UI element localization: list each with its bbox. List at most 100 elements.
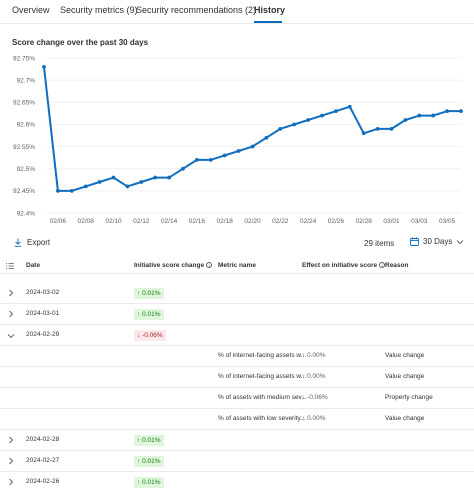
time-range-selector[interactable]: 30 Days (410, 237, 453, 247)
column-header-reason[interactable]: Reason (385, 262, 409, 269)
column-header-initiative-score-change[interactable]: Initiative score change i (134, 262, 213, 269)
metric-detail-row[interactable]: % of internet-facing assets w... ↑ 0.00%… (0, 367, 474, 388)
x-tick-label: 03/03 (411, 218, 428, 225)
time-range-label: 30 Days (423, 237, 453, 246)
data-point (97, 180, 102, 184)
column-header-metric-name[interactable]: Metric name (218, 262, 256, 269)
reason: Value change (385, 415, 425, 422)
metric-detail-row[interactable]: % of internet-facing assets w... ↑ 0.00%… (0, 346, 474, 367)
items-count: 29 items (364, 239, 395, 248)
data-point (417, 113, 422, 118)
effect-value: ↑ 0.00% (302, 373, 326, 380)
data-point (459, 109, 463, 114)
arrow-up-icon: ↑ (137, 458, 143, 465)
export-button[interactable]: Export (14, 238, 50, 248)
row-date: 2024-02-29 (26, 331, 60, 338)
data-point (153, 175, 158, 180)
tab-security-recommendations[interactable]: Security recommendations (2) (136, 5, 257, 15)
tab-bar: Overview Security metrics (9) Security r… (0, 0, 474, 24)
data-point (347, 104, 352, 109)
data-point (181, 166, 185, 171)
x-tick-label: 02/28 (356, 218, 373, 225)
column-header-effect[interactable]: Effect on initiative score i (302, 262, 386, 269)
data-point (42, 64, 46, 69)
calendar-icon (410, 237, 419, 247)
data-point (111, 175, 116, 180)
column-header-date[interactable]: Date (26, 262, 41, 269)
data-point (69, 188, 74, 193)
info-icon[interactable]: i (379, 262, 386, 268)
arrow-up-icon: ↑ (302, 415, 308, 422)
y-tick-label: 92.6% (17, 122, 36, 129)
y-tick-label: 92.65% (13, 100, 35, 107)
info-icon[interactable]: i (206, 262, 213, 268)
chevron-right-icon[interactable] (8, 478, 14, 486)
list-icon[interactable] (6, 263, 14, 269)
arrow-up-icon: ↑ (302, 373, 308, 380)
chevron-right-icon[interactable] (8, 289, 14, 297)
data-point (389, 126, 394, 131)
score-change-value: 0.01% (142, 437, 161, 444)
x-tick-label: 02/14 (161, 218, 178, 225)
tab-overview[interactable]: Overview (12, 5, 50, 15)
score-change-value: 0.01% (142, 458, 161, 465)
data-point (125, 184, 130, 189)
data-point (208, 157, 213, 162)
score-change-badge: ↑ 0.01% (134, 477, 164, 488)
reason: Value change (385, 373, 425, 380)
arrow-down-icon: ↓ (302, 394, 308, 401)
arrow-up-icon: ↑ (137, 290, 143, 297)
data-point (334, 109, 338, 114)
data-point (320, 113, 324, 118)
table-row-expanded[interactable]: 2024-02-29 ↓ -0.06% (0, 325, 474, 346)
table-row[interactable]: 2024-03-02 ↑ 0.01% (0, 283, 474, 304)
y-tick-label: 92.5% (17, 166, 36, 173)
x-tick-label: 02/20 (244, 218, 261, 225)
effect-value: ↓ -0.06% (302, 394, 328, 401)
metric-name: % of assets with medium sev... (218, 394, 307, 401)
score-change-badge: ↓ -0.06% (134, 330, 166, 341)
x-tick-label: 02/06 (50, 218, 67, 225)
chevron-down-icon[interactable] (7, 333, 15, 339)
data-point (56, 188, 60, 193)
score-change-badge: ↑ 0.01% (134, 288, 164, 299)
data-point (222, 153, 227, 158)
tab-history[interactable]: History (254, 5, 286, 15)
arrow-up-icon: ↑ (302, 352, 308, 359)
x-tick-label: 03/05 (439, 218, 456, 225)
data-point (278, 126, 283, 131)
chevron-down-icon[interactable] (456, 239, 464, 245)
tab-security-metrics[interactable]: Security metrics (9) (60, 5, 138, 15)
metric-detail-row[interactable]: % of assets with medium sev... ↓ -0.06% … (0, 388, 474, 409)
row-date: 2024-03-01 (26, 310, 60, 317)
data-point (195, 157, 199, 162)
data-point (167, 175, 172, 180)
table-row[interactable]: 2024-02-28 ↑ 0.01% (0, 430, 474, 451)
chevron-right-icon[interactable] (8, 436, 14, 444)
data-point (403, 118, 408, 122)
table-row[interactable]: 2024-02-27 ↑ 0.01% (0, 451, 474, 472)
effect-value-text: 0.00% (307, 373, 326, 380)
table-row[interactable]: 2024-03-01 ↑ 0.01% (0, 304, 474, 325)
effect-value-text: 0.00% (307, 352, 326, 359)
data-point (361, 131, 366, 136)
metric-detail-row[interactable]: % of assets with low severity... ↑ 0.00%… (0, 409, 474, 430)
table-row[interactable]: 2024-02-26 ↑ 0.01% (0, 472, 474, 490)
score-change-value: 0.01% (142, 479, 161, 486)
row-date: 2024-02-26 (26, 478, 60, 485)
metric-name: % of internet-facing assets w... (218, 373, 307, 380)
data-point (83, 184, 88, 189)
y-tick-label: 92.75% (13, 55, 35, 62)
y-tick-label: 92.7% (17, 77, 36, 84)
data-point (306, 118, 310, 122)
y-tick-label: 92.45% (13, 188, 35, 195)
x-tick-label: 03/01 (383, 218, 400, 225)
data-point (431, 113, 436, 118)
arrow-up-icon: ↑ (137, 311, 143, 318)
chevron-right-icon[interactable] (8, 457, 14, 465)
reason: Value change (385, 352, 425, 359)
arrow-up-icon: ↑ (137, 437, 143, 444)
chevron-right-icon[interactable] (8, 310, 14, 318)
y-tick-label: 92.55% (13, 144, 35, 151)
x-tick-label: 02/26 (328, 218, 345, 225)
